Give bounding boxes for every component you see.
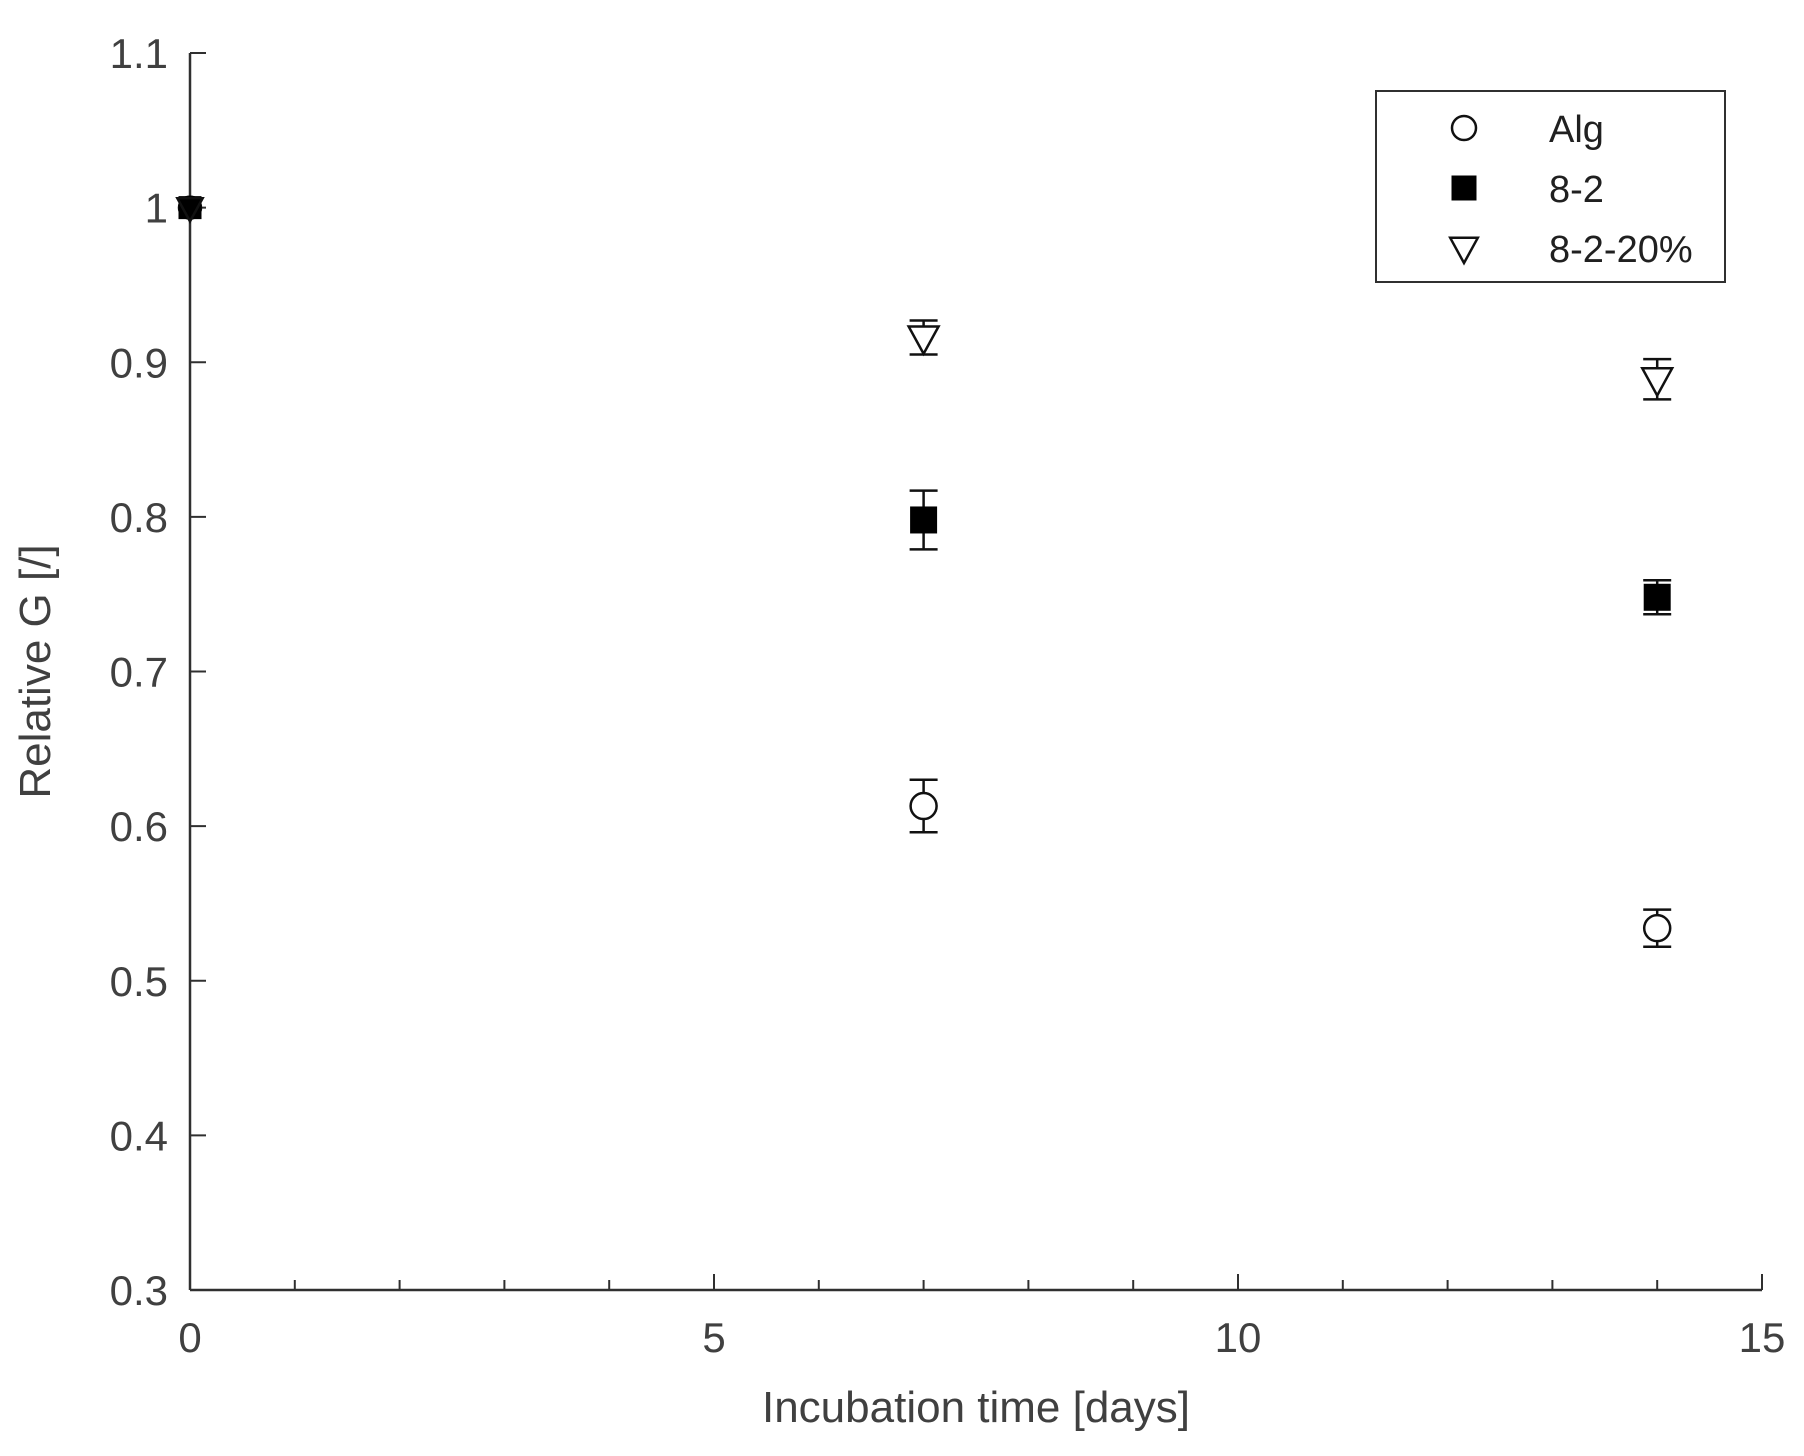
- y-tick-label: 0.8: [110, 494, 168, 541]
- data-point: [906, 325, 941, 357]
- error-bars: [909, 319, 1672, 948]
- x-tick-label: 5: [702, 1314, 725, 1361]
- legend-label: 8-2-20%: [1549, 229, 1693, 271]
- data-point: [175, 197, 205, 224]
- legend-entry: 8-2: [1451, 169, 1604, 211]
- ticks: 0.3 0.4 0.5 0.6 0.7 0.8 0.9 1 1.1 0 5 10 15: [110, 30, 1786, 1361]
- legend-box: [1375, 90, 1726, 283]
- y-tick-label: 0.7: [110, 649, 168, 696]
- y-tick-label: 1.1: [110, 30, 168, 77]
- x-tick-label: 10: [1215, 1314, 1262, 1361]
- data-markers: [175, 195, 1675, 943]
- y-tick-label: 1: [145, 185, 168, 232]
- y-tick-label: 0.4: [110, 1112, 168, 1159]
- y-tick-label: 0.6: [110, 803, 168, 850]
- x-axis-label: Incubation time [days]: [762, 1383, 1190, 1432]
- legend-label: Alg: [1549, 109, 1604, 151]
- data-point: [910, 506, 938, 534]
- y-tick-label: 0.5: [110, 958, 168, 1005]
- data-point: [1643, 583, 1671, 611]
- legend: Alg 8-2 8-2-20%: [1375, 90, 1726, 283]
- data-point: [1640, 366, 1675, 399]
- y-tick-label: 0.9: [110, 339, 168, 386]
- data-point: [909, 791, 938, 821]
- legend-marker: [1451, 175, 1477, 201]
- x-tick-label: 15: [1739, 1314, 1786, 1361]
- legend-marker: [1448, 236, 1480, 266]
- legend-entry: 8-2-20%: [1448, 229, 1693, 271]
- legend-label: 8-2: [1549, 169, 1604, 211]
- legend-marker: [1450, 114, 1478, 142]
- y-axis-label: Relative G [/]: [11, 544, 60, 798]
- data-point: [1642, 913, 1672, 943]
- x-tick-label: 0: [178, 1314, 201, 1361]
- y-tick-label: 0.3: [110, 1267, 168, 1314]
- legend-entry: Alg: [1450, 109, 1604, 151]
